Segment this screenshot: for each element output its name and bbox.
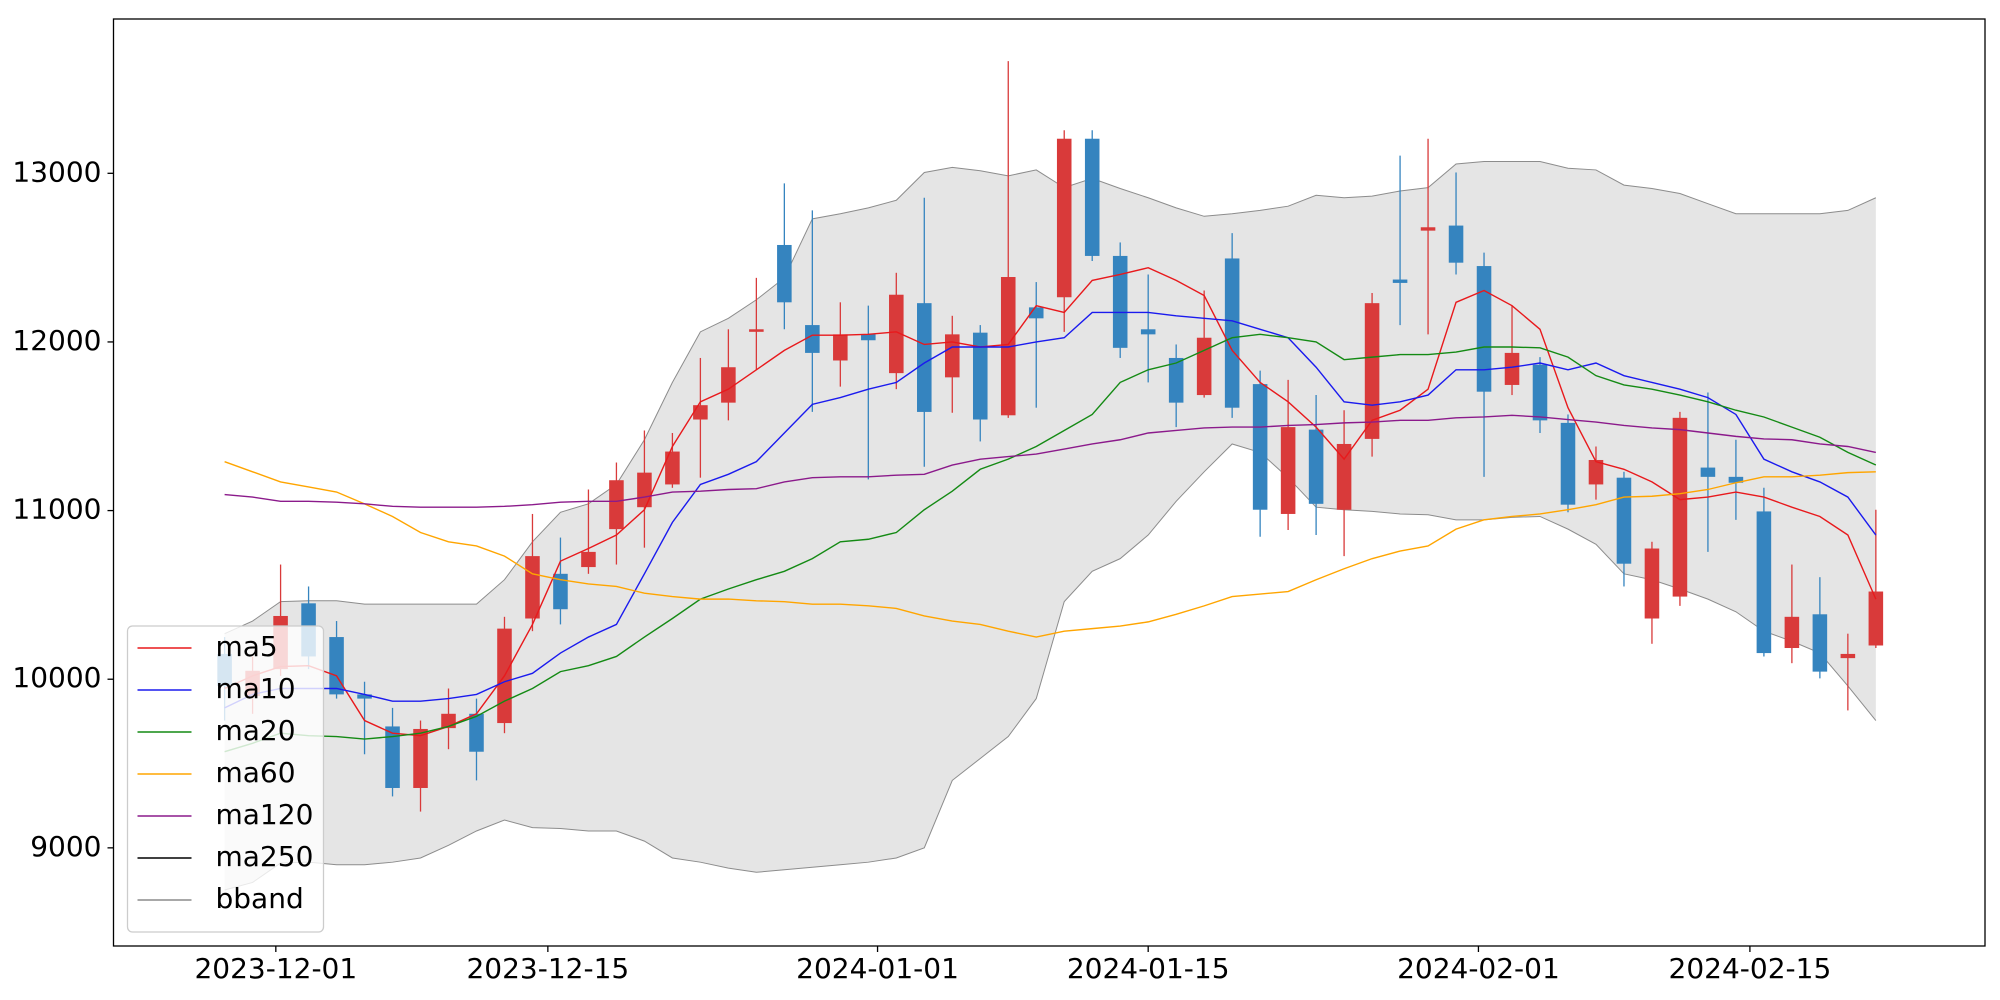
candle-body bbox=[917, 303, 932, 412]
candle-body bbox=[1840, 653, 1856, 659]
legend-label: ma20 bbox=[216, 714, 296, 747]
candle-body bbox=[1392, 279, 1408, 283]
candle-body bbox=[1448, 225, 1464, 263]
y-tick-label: 9000 bbox=[30, 830, 101, 863]
candle-body bbox=[553, 573, 568, 610]
candle-body bbox=[1252, 384, 1268, 510]
x-tick-label: 2023-12-01 bbox=[194, 952, 357, 985]
legend-label: ma5 bbox=[216, 630, 278, 663]
candle-body bbox=[1112, 255, 1128, 348]
candle-body bbox=[1756, 511, 1772, 654]
candle-body bbox=[721, 367, 736, 403]
x-tick-label: 2024-01-01 bbox=[796, 952, 959, 985]
candle-body bbox=[1140, 329, 1156, 335]
legend-label: ma250 bbox=[216, 840, 314, 873]
legend-label: bband bbox=[216, 882, 304, 915]
legend: ma5 ma10 ma20 ma60 ma120 ma250 bband bbox=[126, 625, 325, 933]
candle-body bbox=[1476, 266, 1492, 392]
candle-body bbox=[609, 480, 624, 530]
x-tick-label: 2023-12-15 bbox=[466, 952, 629, 985]
candle-body bbox=[749, 329, 764, 332]
candle-body bbox=[1616, 477, 1632, 564]
candle-body bbox=[1084, 138, 1100, 256]
candle-body bbox=[861, 334, 876, 341]
candle-body bbox=[1532, 364, 1548, 421]
legend-label: ma60 bbox=[216, 756, 296, 789]
candle-body bbox=[1644, 548, 1660, 619]
bband-upper bbox=[224, 160, 1877, 635]
y-tick-label: 12000 bbox=[12, 324, 101, 357]
candle-body bbox=[944, 334, 960, 378]
plot-frame bbox=[112, 18, 1986, 947]
candle-body bbox=[1672, 417, 1688, 597]
candle-body bbox=[581, 551, 596, 568]
candle-body bbox=[1700, 467, 1716, 477]
candle-body bbox=[889, 294, 904, 374]
candle-body bbox=[1056, 138, 1072, 298]
candle-body bbox=[1000, 277, 1016, 416]
candle-body bbox=[1308, 429, 1324, 504]
candle-body bbox=[357, 694, 372, 699]
ma-line bbox=[224, 267, 1877, 737]
candle-body bbox=[385, 726, 400, 788]
x-tick-label: 2024-01-15 bbox=[1067, 952, 1230, 985]
candle-body bbox=[1868, 591, 1884, 646]
ma-line bbox=[224, 414, 1876, 508]
y-tick-label: 10000 bbox=[12, 661, 101, 694]
candle-body bbox=[777, 244, 792, 303]
bband-area bbox=[224, 161, 1876, 891]
candle-body bbox=[1728, 476, 1744, 483]
y-tick-label: 13000 bbox=[12, 155, 101, 188]
candle-body bbox=[833, 334, 848, 361]
candle-body bbox=[525, 556, 540, 619]
candle-body bbox=[1560, 422, 1576, 505]
band-layer bbox=[224, 160, 1877, 891]
line-layer bbox=[224, 267, 1877, 753]
candle-body bbox=[1812, 614, 1828, 672]
candle-body bbox=[805, 325, 820, 353]
x-tick-label: 2024-02-01 bbox=[1397, 952, 1560, 985]
candle-body bbox=[693, 405, 708, 420]
ma-line bbox=[224, 461, 1876, 638]
candle-body bbox=[1168, 357, 1184, 403]
candle-body bbox=[1028, 307, 1044, 319]
candle-body bbox=[413, 728, 428, 788]
candle-body bbox=[1784, 616, 1800, 649]
y-tick-label: 11000 bbox=[12, 493, 101, 526]
ma-line bbox=[224, 311, 1877, 709]
ma-line bbox=[224, 333, 1877, 753]
candle-body bbox=[637, 472, 652, 508]
legend-label: ma120 bbox=[216, 798, 314, 831]
candle-body bbox=[1280, 427, 1296, 514]
legend-box bbox=[126, 625, 325, 933]
bband-lower bbox=[224, 443, 1877, 891]
candle-body bbox=[665, 451, 680, 485]
candle-body bbox=[1196, 337, 1212, 396]
candle-body bbox=[1336, 443, 1352, 510]
candle-body bbox=[1588, 459, 1604, 485]
candle-body bbox=[1224, 258, 1240, 408]
axis-layer: 9000 10000 11000 12000 13000 2023-12-01 2023-1… bbox=[12, 155, 1831, 985]
candle-body bbox=[1504, 352, 1520, 385]
candle-body bbox=[329, 637, 344, 695]
x-tick-label: 2024-02-15 bbox=[1669, 952, 1832, 985]
candle-body bbox=[1420, 227, 1436, 231]
candle-body bbox=[972, 332, 988, 420]
legend-label: ma10 bbox=[216, 672, 296, 705]
candle-body bbox=[469, 713, 484, 752]
